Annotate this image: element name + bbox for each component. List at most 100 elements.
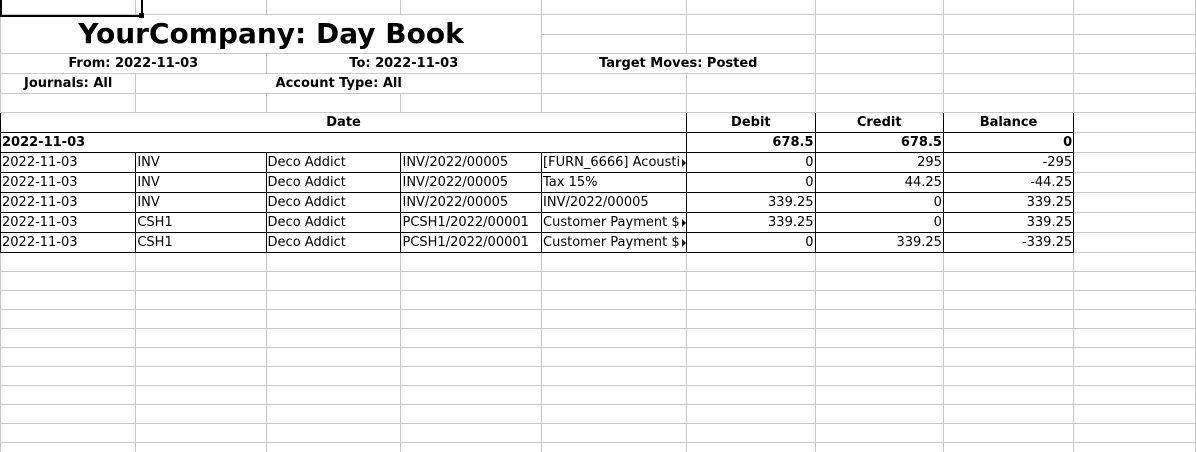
empty-cell[interactable] <box>400 366 543 386</box>
empty-cell[interactable] <box>814 252 944 272</box>
row-label[interactable]: INV/2022/00005 <box>541 192 688 213</box>
row-credit[interactable]: 0 <box>814 192 944 213</box>
row-move[interactable]: INV/2022/00005 <box>400 172 543 193</box>
empty-cell[interactable] <box>541 423 688 443</box>
row-partner[interactable]: Deco Addict <box>265 192 402 213</box>
empty-cell[interactable] <box>135 271 267 291</box>
row-debit[interactable]: 339.25 <box>686 192 816 213</box>
row-partner[interactable]: Deco Addict <box>265 172 402 193</box>
empty-cell[interactable] <box>400 347 543 367</box>
empty-cell[interactable] <box>541 385 688 405</box>
empty-cell[interactable] <box>400 271 543 291</box>
row-label[interactable]: Tax 15% <box>541 172 688 193</box>
empty-cell[interactable] <box>814 347 944 367</box>
empty-cell[interactable] <box>1073 385 1196 405</box>
empty-cell[interactable] <box>814 271 944 291</box>
empty-cell[interactable] <box>265 309 402 329</box>
row-date[interactable]: 2022-11-03 <box>0 192 137 213</box>
row-move[interactable]: INV/2022/00005 <box>400 192 543 213</box>
row-debit[interactable]: 0 <box>686 232 816 253</box>
empty-cell[interactable] <box>265 404 402 424</box>
empty-cell[interactable] <box>942 252 1075 272</box>
empty-cell[interactable] <box>400 404 543 424</box>
empty-cell[interactable] <box>541 442 688 452</box>
empty-cell[interactable] <box>0 290 137 310</box>
empty-cell[interactable] <box>0 328 137 348</box>
row-move[interactable]: PCSH1/2022/00001 <box>400 212 543 233</box>
row-balance[interactable]: -295 <box>942 152 1075 173</box>
empty-cell[interactable] <box>0 366 137 386</box>
empty-cell[interactable] <box>686 366 816 386</box>
empty-cell[interactable] <box>1073 423 1196 443</box>
row-journal[interactable]: INV <box>135 192 267 213</box>
empty-cell[interactable] <box>814 423 944 443</box>
empty-cell[interactable] <box>686 423 816 443</box>
empty-cell[interactable] <box>541 271 688 291</box>
row-credit[interactable]: 0 <box>814 212 944 233</box>
empty-cell[interactable] <box>541 404 688 424</box>
empty-cell[interactable] <box>0 442 137 452</box>
empty-cell[interactable] <box>400 385 543 405</box>
empty-cell[interactable] <box>541 252 688 272</box>
empty-cell[interactable] <box>814 328 944 348</box>
empty-cell[interactable] <box>686 404 816 424</box>
empty-cell[interactable] <box>1073 271 1196 291</box>
empty-cell[interactable] <box>265 385 402 405</box>
empty-cell[interactable] <box>400 290 543 310</box>
row-journal[interactable]: CSH1 <box>135 212 267 233</box>
empty-cell[interactable] <box>1073 366 1196 386</box>
empty-cell[interactable] <box>942 347 1075 367</box>
empty-cell[interactable] <box>814 442 944 452</box>
empty-cell[interactable] <box>541 328 688 348</box>
empty-cell[interactable] <box>814 366 944 386</box>
empty-cell[interactable] <box>265 271 402 291</box>
row-date[interactable]: 2022-11-03 <box>0 172 137 193</box>
empty-cell[interactable] <box>135 328 267 348</box>
empty-cell[interactable] <box>814 385 944 405</box>
empty-cell[interactable] <box>686 328 816 348</box>
row-debit[interactable]: 0 <box>686 172 816 193</box>
empty-cell[interactable] <box>814 309 944 329</box>
row-balance[interactable]: -44.25 <box>942 172 1075 193</box>
empty-cell[interactable] <box>400 309 543 329</box>
empty-cell[interactable] <box>686 385 816 405</box>
empty-cell[interactable] <box>942 328 1075 348</box>
row-debit[interactable]: 0 <box>686 152 816 173</box>
fill-handle[interactable] <box>139 13 144 18</box>
empty-cell[interactable] <box>400 252 543 272</box>
row-journal[interactable]: INV <box>135 172 267 193</box>
empty-cell[interactable] <box>942 423 1075 443</box>
empty-cell[interactable] <box>686 347 816 367</box>
empty-cell[interactable] <box>0 385 137 405</box>
empty-cell[interactable] <box>814 290 944 310</box>
empty-cell[interactable] <box>942 366 1075 386</box>
row-label[interactable]: Customer Payment $ <box>541 212 688 233</box>
empty-cell[interactable] <box>1073 347 1196 367</box>
row-date[interactable]: 2022-11-03 <box>0 212 137 233</box>
empty-cell[interactable] <box>135 309 267 329</box>
empty-cell[interactable] <box>1073 252 1196 272</box>
empty-cell[interactable] <box>135 385 267 405</box>
empty-cell[interactable] <box>135 404 267 424</box>
row-balance[interactable]: 339.25 <box>942 212 1075 233</box>
empty-cell[interactable] <box>942 404 1075 424</box>
row-partner[interactable]: Deco Addict <box>265 212 402 233</box>
empty-cell[interactable] <box>686 309 816 329</box>
empty-cell[interactable] <box>686 442 816 452</box>
empty-cell[interactable] <box>942 309 1075 329</box>
row-move[interactable]: PCSH1/2022/00001 <box>400 232 543 253</box>
empty-cell[interactable] <box>135 290 267 310</box>
empty-cell[interactable] <box>0 309 137 329</box>
empty-cell[interactable] <box>400 442 543 452</box>
empty-cell[interactable] <box>135 347 267 367</box>
empty-cell[interactable] <box>686 271 816 291</box>
empty-cell[interactable] <box>1073 328 1196 348</box>
empty-cell[interactable] <box>265 366 402 386</box>
empty-cell[interactable] <box>0 271 137 291</box>
empty-cell[interactable] <box>265 442 402 452</box>
row-date[interactable]: 2022-11-03 <box>0 232 137 253</box>
row-credit[interactable]: 339.25 <box>814 232 944 253</box>
empty-cell[interactable] <box>135 442 267 452</box>
row-partner[interactable]: Deco Addict <box>265 152 402 173</box>
